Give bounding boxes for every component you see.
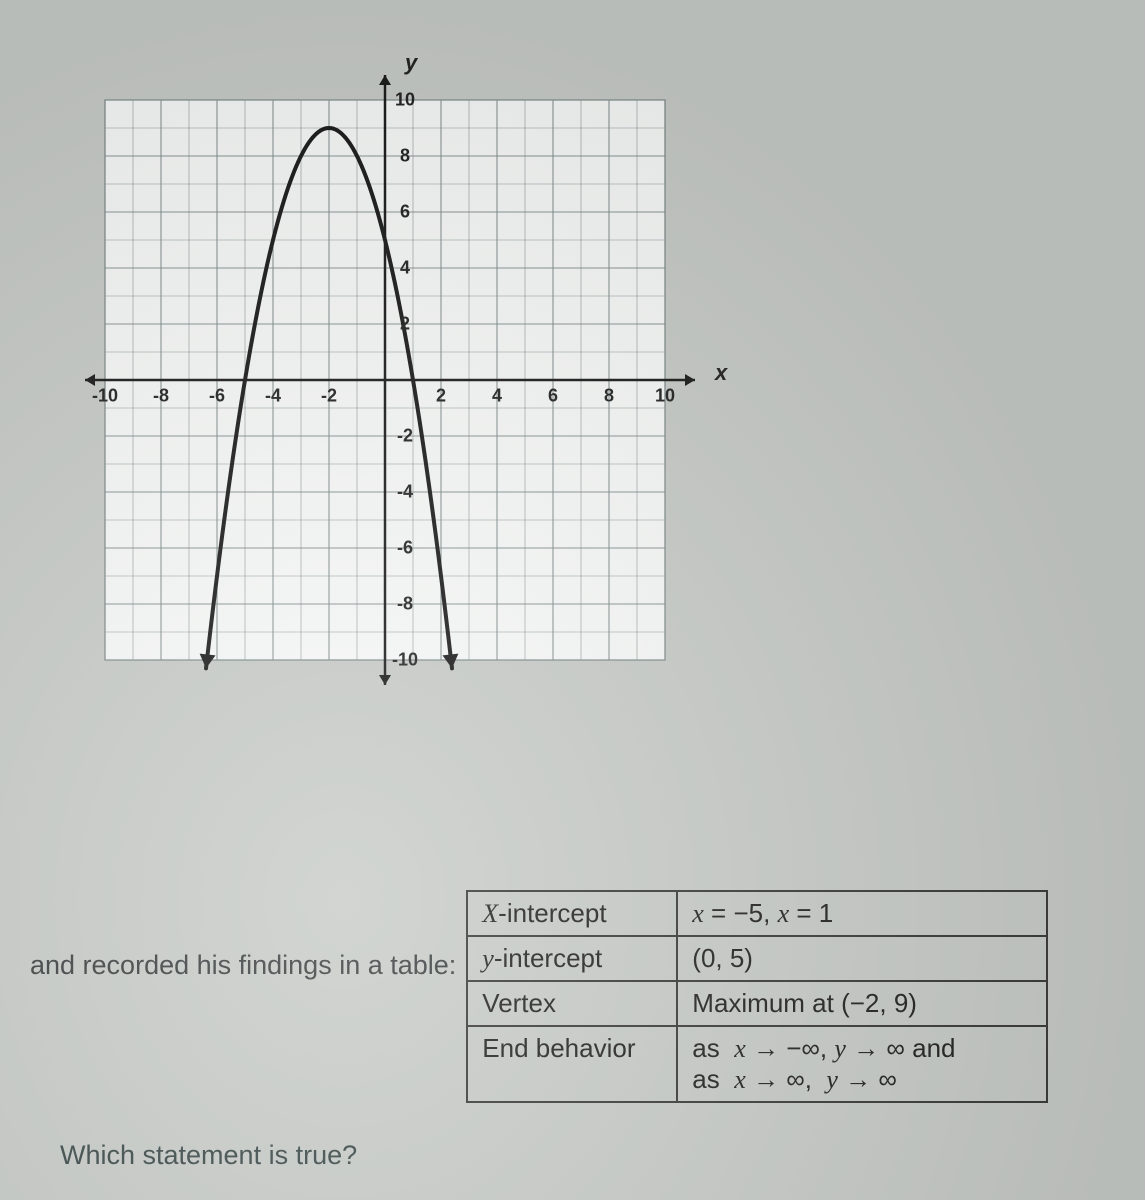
table-cell-label: y-intercept — [467, 936, 677, 981]
table-row: VertexMaximum at (−2, 9) — [467, 981, 1047, 1026]
table-cell-label: X-intercept — [467, 891, 677, 936]
axis-tick: -4 — [265, 386, 281, 407]
table-cell-label: End behavior — [467, 1026, 677, 1102]
caption-text: and recorded his findings in a table: — [30, 890, 456, 981]
coordinate-graph: y x -10-8-6-4-2246810-10-8-6-4-2246810 — [55, 60, 755, 700]
table-cell-value: (0, 5) — [677, 936, 1047, 981]
axis-tick: 10 — [395, 90, 415, 111]
findings-table: X-interceptx = −5, x = 1y-intercept(0, 5… — [466, 890, 1048, 1103]
question-text: Which statement is true? — [60, 1140, 357, 1171]
axis-tick: 10 — [655, 386, 675, 407]
table-row: X-interceptx = −5, x = 1 — [467, 891, 1047, 936]
table-row: End behavioras x → −∞, y → ∞ andas x → ∞… — [467, 1026, 1047, 1102]
axis-tick: 6 — [400, 202, 410, 223]
axis-tick: 8 — [604, 386, 614, 407]
axis-tick: -10 — [92, 386, 118, 407]
axis-tick: 8 — [400, 146, 410, 167]
axis-tick: -2 — [321, 386, 337, 407]
axis-tick: 6 — [548, 386, 558, 407]
caption-row: and recorded his findings in a table: X-… — [30, 890, 1120, 1103]
table-cell-value: Maximum at (−2, 9) — [677, 981, 1047, 1026]
axis-tick: -6 — [397, 538, 413, 559]
axis-tick: 4 — [492, 386, 502, 407]
axis-tick: -10 — [392, 650, 418, 671]
axis-tick: -2 — [397, 426, 413, 447]
axis-tick: -8 — [397, 594, 413, 615]
table-cell-label: Vertex — [467, 981, 677, 1026]
axis-tick: -6 — [209, 386, 225, 407]
axis-tick: -4 — [397, 482, 413, 503]
table-row: y-intercept(0, 5) — [467, 936, 1047, 981]
axis-tick: 2 — [400, 314, 410, 335]
axis-tick: 2 — [436, 386, 446, 407]
table-cell-value: as x → −∞, y → ∞ andas x → ∞, y → ∞ — [677, 1026, 1047, 1102]
x-axis-label: x — [715, 360, 727, 386]
axis-tick: 4 — [400, 258, 410, 279]
axis-tick: -8 — [153, 386, 169, 407]
table-cell-value: x = −5, x = 1 — [677, 891, 1047, 936]
y-axis-label: y — [405, 50, 417, 76]
